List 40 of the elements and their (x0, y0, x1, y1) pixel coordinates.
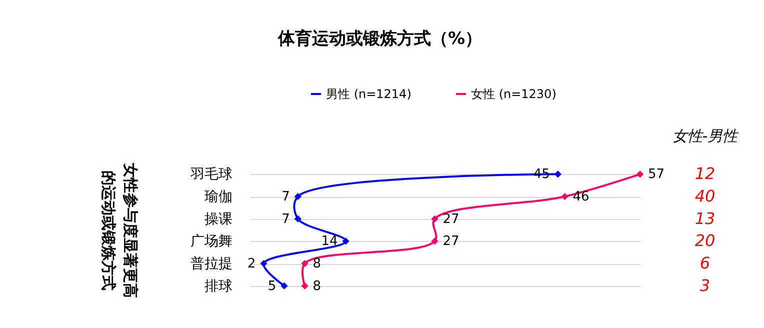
point (342, 238, 350, 245)
data-label: 8 (312, 278, 322, 294)
data-label: 27 (442, 234, 460, 250)
data-label: 14 (321, 234, 338, 250)
text: 20 (694, 231, 716, 250)
data-label: 5 (268, 278, 276, 294)
y-tick-label: 广场舞 (190, 234, 232, 250)
point (561, 192, 568, 200)
y-axis-title: 女性参与度显著更高的运动或锻炼方式 (100, 162, 140, 298)
data-label: 7 (282, 212, 290, 227)
y-tick-label: 羽毛球 (190, 166, 232, 183)
point (280, 282, 288, 290)
point (260, 260, 268, 268)
y-tick-label: 瑜伽 (204, 189, 232, 205)
text: 6 (700, 254, 710, 272)
point (431, 238, 438, 245)
data-label: 8 (312, 256, 322, 272)
y-tick-label: 操课 (204, 211, 232, 228)
text: 女性-男性 (672, 127, 740, 145)
data-label: 27 (442, 212, 460, 227)
point (301, 282, 308, 290)
data-label: 57 (648, 167, 665, 182)
y-tick-label: 排球 (204, 278, 232, 294)
data-label: 2 (247, 256, 256, 272)
data-label: 46 (572, 190, 590, 204)
text: 40 (694, 186, 716, 206)
text: 13 (694, 208, 716, 228)
point (294, 215, 302, 222)
chart-title: 体育运动或锻炼方式（%） (276, 28, 482, 49)
text: 12 (694, 164, 716, 184)
legend-label: 男性 (n=1214) (326, 87, 412, 101)
point (636, 170, 644, 178)
point (301, 260, 308, 268)
y-tick-label: 普拉提 (190, 255, 232, 272)
point (554, 170, 562, 178)
point (431, 215, 438, 222)
data-label: 7 (282, 190, 290, 204)
point (294, 192, 302, 200)
legend-label: 女性 (n=1230) (471, 87, 556, 101)
text: 3 (700, 276, 710, 295)
